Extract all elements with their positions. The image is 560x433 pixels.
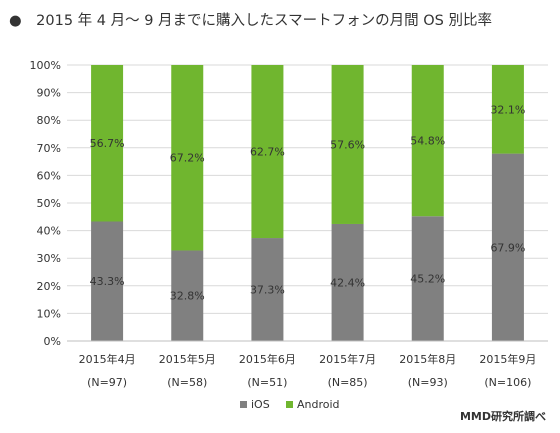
axes: 0% 10% 20% 30% 40% 50% 60% 70% 80% 90% 100% 2015年4月… <box>30 59 548 389</box>
legend-swatch-android <box>286 401 293 408</box>
y-tick-label: 80% <box>37 114 61 127</box>
data-label-android-1: 56.7% <box>90 137 125 150</box>
data-label-ios-1: 43.3% <box>90 275 125 288</box>
x-tick-label: 2015年7月 <box>319 352 376 366</box>
x-tick-label: 2015年5月 <box>159 352 216 366</box>
x-tick-label: 2015年6月 <box>239 352 296 366</box>
bar-android-4 <box>331 65 364 224</box>
y-tick-label: 60% <box>37 169 61 182</box>
bar-ios-1 <box>91 221 124 341</box>
y-tick-label: 100% <box>30 59 61 72</box>
x-sample-size-label: (N=58) <box>167 376 207 389</box>
bar-android-6 <box>491 65 524 154</box>
x-sample-size-label: (N=85) <box>328 376 368 389</box>
legend-swatch-ios <box>240 401 247 408</box>
x-tick-label: 2015年8月 <box>399 352 456 366</box>
y-tick-label: 70% <box>37 142 61 155</box>
y-tick-label: 90% <box>37 87 61 100</box>
y-tick-label: 40% <box>37 225 61 238</box>
data-label-ios-2: 32.8% <box>170 290 205 303</box>
data-label-ios-5: 45.2% <box>410 273 445 286</box>
data-label-android-4: 57.6% <box>330 138 365 151</box>
x-tick-label: 2015年9月 <box>479 352 536 366</box>
data-label-ios-3: 37.3% <box>250 284 285 297</box>
x-sample-size-label: (N=93) <box>408 376 448 389</box>
data-label-ios-6: 67.9% <box>490 241 525 254</box>
bar-ios-4 <box>331 223 364 341</box>
bar-ios-5 <box>411 216 444 341</box>
data-label-ios-4: 42.4% <box>330 276 365 289</box>
y-tick-label: 0% <box>44 335 61 348</box>
data-label-android-5: 54.8% <box>410 135 445 148</box>
y-tick-label: 50% <box>37 197 61 210</box>
y-tick-label: 20% <box>37 280 61 293</box>
y-tick-label: 10% <box>37 307 61 320</box>
data-label-android-6: 32.1% <box>490 103 525 116</box>
legend-label-android: Android <box>297 398 340 411</box>
grid-lines <box>67 64 548 342</box>
bar-android-1 <box>91 65 124 222</box>
x-tick-label: 2015年4月 <box>79 352 136 366</box>
bar-android-5 <box>411 65 444 217</box>
x-sample-size-label: (N=51) <box>247 376 287 389</box>
bar-ios-6 <box>491 153 524 341</box>
legend-label-ios: iOS <box>251 398 270 411</box>
legend: iOS Android <box>240 398 340 411</box>
data-labels: 43.3% 56.7% 32.8% 67.2% 37.3% 62.7% 42.4% 57.6%… <box>90 103 526 302</box>
bar-android-2 <box>171 65 204 251</box>
y-tick-label: 30% <box>37 252 61 265</box>
bars <box>91 65 524 341</box>
source-credit: MMD研究所調べ <box>459 410 546 423</box>
bar-ios-3 <box>251 238 284 341</box>
chart-title: ● 2015 年 4 月～ 9 月までに購入したスマートフォンの月間 OS 別比… <box>9 13 492 29</box>
bar-ios-2 <box>171 250 204 341</box>
bar-android-3 <box>251 65 284 239</box>
x-sample-size-label: (N=106) <box>484 376 531 389</box>
data-label-android-2: 67.2% <box>170 152 205 165</box>
x-sample-size-label: (N=97) <box>87 376 127 389</box>
data-label-android-3: 62.7% <box>250 146 285 159</box>
